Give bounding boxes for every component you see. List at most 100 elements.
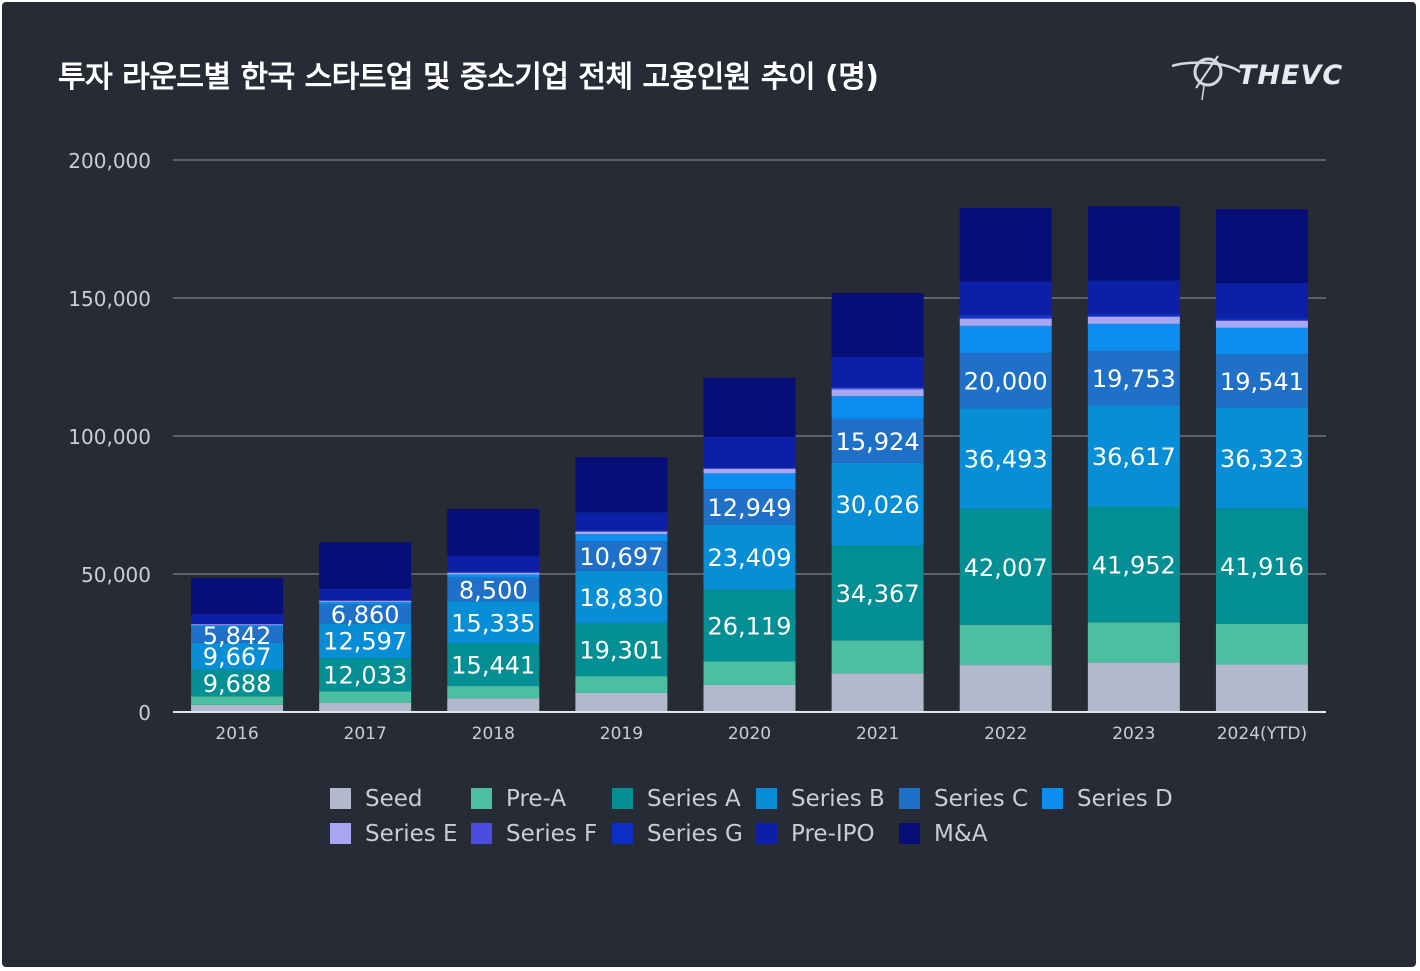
bar-segment-series-g <box>575 530 668 531</box>
bar-segment-series-f <box>1087 315 1180 317</box>
bar-segment-m-a <box>319 542 412 589</box>
legend-swatch <box>612 823 633 844</box>
bar-segment-series-a <box>191 669 284 697</box>
bar-segment-series-c <box>1087 350 1180 406</box>
legend-swatch <box>899 788 920 809</box>
legend-item: Series D <box>1042 785 1202 812</box>
bar-segment-series-e <box>959 318 1052 326</box>
bar-segment-series-f <box>447 572 540 573</box>
legend-label: Series A <box>647 785 741 812</box>
bar-segment-pre-a <box>319 691 412 703</box>
bar-segment-series-f <box>831 387 924 390</box>
data-label: 36,323 <box>1220 445 1304 473</box>
data-label: 36,617 <box>1092 443 1176 471</box>
bar-segment-pre-ipo <box>1215 283 1308 318</box>
bar-segment-pre-a <box>191 696 284 705</box>
bar-segment-series-f <box>575 530 668 532</box>
bar-segment-series-d <box>831 396 924 419</box>
legend-item: Series E <box>330 821 471 847</box>
chart-legend: Seed Pre-A Series A Series B Series C Series … <box>330 785 1210 847</box>
legend-item: M&A <box>899 820 1042 847</box>
bar-segment-series-b <box>703 524 796 590</box>
bar-segment-seed <box>191 704 284 712</box>
y-tick-label: 0 <box>138 701 151 725</box>
bar-segment-m-a <box>959 208 1052 282</box>
bar-segment-seed <box>1087 662 1180 712</box>
bar-segment-series-f <box>319 600 412 601</box>
bar-segment-m-a <box>447 508 540 556</box>
data-label: 12,033 <box>323 662 407 690</box>
bar-segment-series-a <box>1215 508 1308 624</box>
y-tick-label: 150,000 <box>68 287 151 311</box>
bar-segment-series-e <box>1215 320 1308 328</box>
bar-segment-pre-a <box>447 686 540 699</box>
data-label: 41,916 <box>1220 553 1304 581</box>
legend-item: Series B <box>756 785 899 812</box>
bar-segment-series-a <box>703 589 796 662</box>
legend-label: Series D <box>1077 785 1173 812</box>
bar-segment-series-d <box>575 534 668 542</box>
legend-swatch <box>471 788 492 809</box>
bar-segment-series-c <box>447 577 540 602</box>
y-tick-label: 100,000 <box>68 425 151 449</box>
legend-item: Series G <box>612 821 756 847</box>
bar-segment-series-b <box>1215 408 1308 509</box>
legend-label: Seed <box>365 785 423 812</box>
data-label: 15,924 <box>836 428 920 456</box>
bar-segment-seed <box>703 684 796 712</box>
data-label: 12,597 <box>323 628 407 656</box>
bar-segment-seed <box>959 665 1052 712</box>
y-tick-label: 50,000 <box>81 563 151 587</box>
bar-segment-series-b <box>1087 405 1180 507</box>
data-label: 12,949 <box>708 494 792 522</box>
x-tick-label: 2017 <box>344 724 387 744</box>
bar-segment-m-a <box>575 457 668 513</box>
bar-segment-m-a <box>191 578 284 615</box>
bar-segment-series-e <box>831 389 924 397</box>
bar-segment-series-e <box>1087 316 1180 324</box>
bar-segment-series-c <box>703 489 796 525</box>
bar-segment-series-d <box>1087 323 1180 351</box>
bar-segment-m-a <box>831 292 924 358</box>
x-tick-label: 2016 <box>215 724 258 744</box>
data-label: 20,000 <box>964 368 1048 396</box>
bar-segment-seed <box>575 692 668 712</box>
bar-segment-series-d <box>1215 327 1308 355</box>
bar-segment-pre-ipo <box>319 588 412 600</box>
bar-segment-pre-a <box>831 640 924 674</box>
bar-segment-series-f <box>1215 319 1308 321</box>
bar-segment-series-d <box>319 601 412 605</box>
legend-swatch <box>1042 788 1063 809</box>
data-label: 9,667 <box>203 643 272 671</box>
legend-swatch <box>471 823 492 844</box>
bar-segment-series-e <box>191 624 284 626</box>
bar-segment-series-a <box>319 658 412 692</box>
legend-swatch <box>899 823 920 844</box>
bar-segment-series-g <box>959 314 1052 318</box>
data-label: 19,301 <box>579 636 663 664</box>
legend-swatch <box>330 823 351 844</box>
bar-segment-series-d <box>703 473 796 490</box>
legend-label: Series B <box>791 785 885 812</box>
bar-segment-series-g <box>1215 317 1308 320</box>
bar-segment-pre-ipo <box>959 281 1052 315</box>
bar-segment-series-a <box>959 508 1052 625</box>
bar-segment-series-b <box>575 570 668 623</box>
brand-logo: THEVC <box>1168 48 1368 104</box>
legend-label: Pre-A <box>506 785 567 812</box>
bar-segment-pre-a <box>959 624 1052 666</box>
bar-segment-pre-ipo <box>831 357 924 388</box>
bar-segment-series-f <box>703 468 796 469</box>
legend-label: M&A <box>934 820 988 847</box>
bar-segment-pre-a <box>1215 623 1308 665</box>
legend-label: Series F <box>506 820 598 847</box>
data-label: 8,500 <box>459 576 528 604</box>
bar-segment-seed <box>447 698 540 712</box>
bar-segment-series-a <box>575 622 668 677</box>
legend-item: Seed <box>330 785 471 812</box>
bar-segment-series-e <box>703 468 796 474</box>
bar-segment-series-b <box>191 642 284 670</box>
bar-segment-series-c <box>319 604 412 624</box>
bar-segment-seed <box>319 702 412 712</box>
data-label: 18,830 <box>579 584 663 612</box>
